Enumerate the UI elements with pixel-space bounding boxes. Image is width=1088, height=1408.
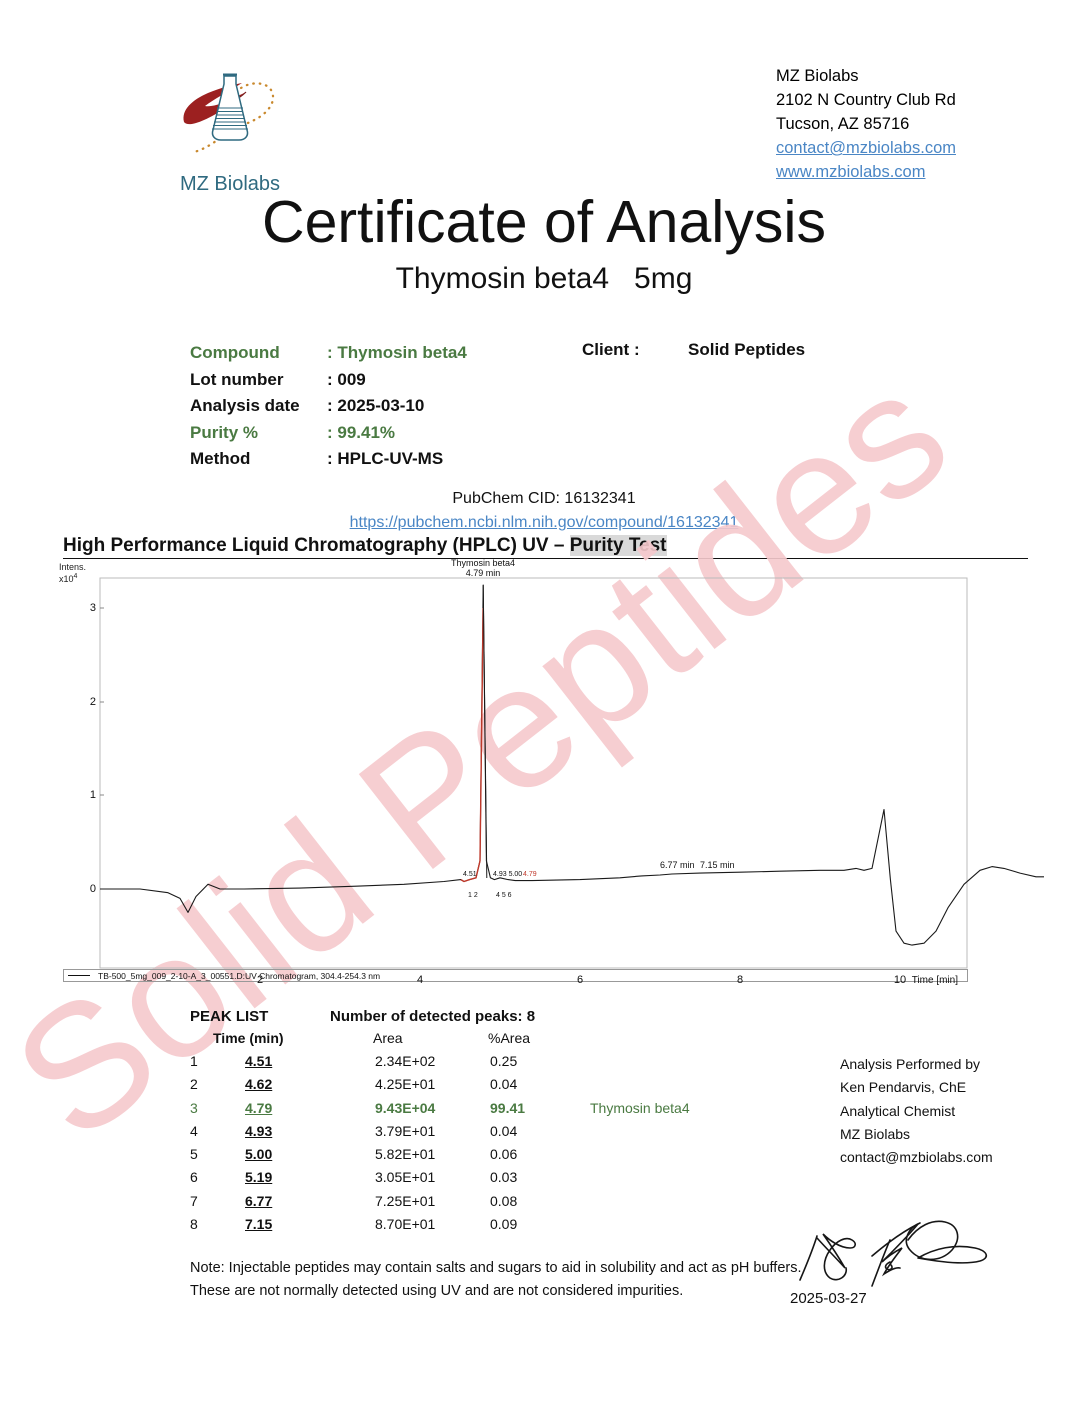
svg-text:0: 0: [90, 883, 96, 895]
svg-text:1 2: 1 2: [468, 892, 478, 899]
svg-text:1: 1: [90, 789, 96, 801]
svg-text:10: 10: [894, 974, 906, 986]
svg-text:7.15 min: 7.15 min: [700, 860, 735, 870]
svg-text:4.79 min: 4.79 min: [466, 568, 501, 578]
svg-text:Thymosin beta4: Thymosin beta4: [451, 558, 515, 568]
svg-text:3: 3: [90, 602, 96, 614]
svg-text:4: 4: [417, 974, 423, 986]
svg-text:Time [min]: Time [min]: [912, 975, 959, 986]
svg-text:6.77 min: 6.77 min: [660, 860, 695, 870]
svg-text:4 5 6: 4 5 6: [496, 892, 512, 899]
svg-text:4.51: 4.51: [463, 871, 477, 878]
svg-text:4.93 5.00: 4.93 5.00: [493, 871, 522, 878]
svg-text:4.79: 4.79: [523, 871, 537, 878]
svg-text:2: 2: [257, 974, 263, 986]
svg-text:2: 2: [90, 696, 96, 708]
svg-text:8: 8: [737, 974, 743, 986]
svg-text:6: 6: [577, 974, 583, 986]
